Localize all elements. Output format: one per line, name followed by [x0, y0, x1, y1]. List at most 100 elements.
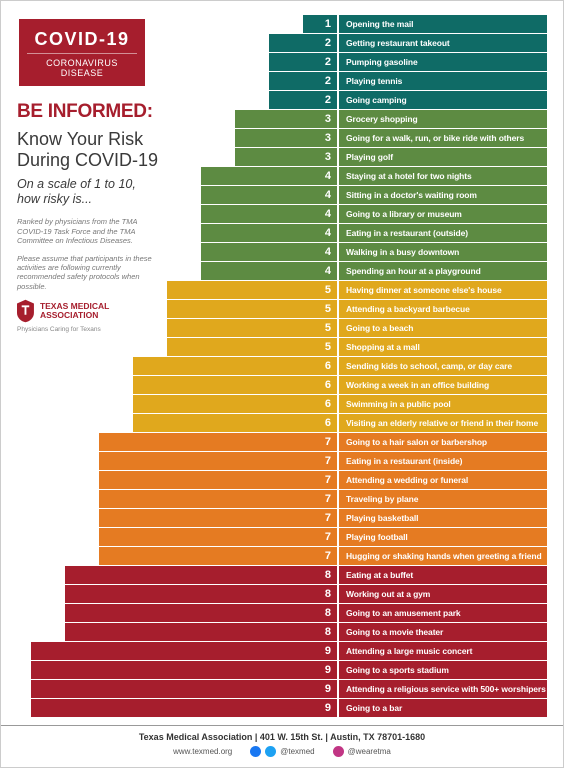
risk-bar: 9 [31, 661, 337, 679]
risk-label: Going camping [339, 91, 547, 109]
risk-bar: 2 [269, 34, 337, 52]
risk-bar: 8 [65, 566, 337, 584]
badge-line1: COVID-19 [27, 29, 137, 50]
fineprint-1: Ranked by physicians from the TMA COVID-… [17, 217, 162, 245]
risk-label: Working out at a gym [339, 585, 547, 603]
facebook-icon [250, 746, 261, 757]
risk-row: 9Going to a bar [13, 699, 547, 717]
risk-bar: 1 [303, 15, 337, 33]
risk-label: Going to a beach [339, 319, 547, 337]
risk-label: Going for a walk, run, or bike ride with… [339, 129, 547, 147]
risk-bar: 8 [65, 585, 337, 603]
risk-row: 8Working out at a gym [13, 585, 547, 603]
twitter-handle: @texmed [280, 747, 314, 756]
twitter-icon [265, 746, 276, 757]
footer: Texas Medical Association | 401 W. 15th … [1, 725, 563, 767]
risk-label: Staying at a hotel for two nights [339, 167, 547, 185]
risk-row: 8Eating at a buffet [13, 566, 547, 584]
risk-label: Having dinner at someone else's house [339, 281, 547, 299]
risk-label: Sitting in a doctor's waiting room [339, 186, 547, 204]
footer-social-ig: @wearetma [333, 746, 391, 757]
risk-label: Eating in a restaurant (inside) [339, 452, 547, 470]
risk-bar: 5 [167, 319, 337, 337]
risk-bar: 7 [99, 490, 337, 508]
risk-row: 8Going to a movie theater [13, 623, 547, 641]
risk-label: Eating at a buffet [339, 566, 547, 584]
risk-row: 6Sending kids to school, camp, or day ca… [13, 357, 547, 375]
left-column: BE INFORMED: Know Your Risk During COVID… [17, 101, 162, 333]
risk-label: Getting restaurant takeout [339, 34, 547, 52]
risk-label: Swimming in a public pool [339, 395, 547, 413]
risk-bar: 7 [99, 471, 337, 489]
risk-row: 7Traveling by plane [13, 490, 547, 508]
risk-label: Hugging or shaking hands when greeting a… [339, 547, 547, 565]
risk-row: 7Attending a wedding or funeral [13, 471, 547, 489]
risk-bar: 7 [99, 433, 337, 451]
tma-logo-icon [17, 299, 34, 323]
risk-row: 7Playing football [13, 528, 547, 546]
risk-bar: 4 [201, 262, 337, 280]
risk-label: Going to a movie theater [339, 623, 547, 641]
org-tagline: Physicians Caring for Texans [17, 326, 162, 333]
risk-bar: 9 [31, 699, 337, 717]
risk-bar: 2 [269, 91, 337, 109]
risk-label: Going to a hair salon or barbershop [339, 433, 547, 451]
infographic-page: COVID-19 CORONAVIRUS DISEASE BE INFORMED… [0, 0, 564, 768]
risk-label: Opening the mail [339, 15, 547, 33]
risk-row: 7Hugging or shaking hands when greeting … [13, 547, 547, 565]
risk-label: Playing basketball [339, 509, 547, 527]
heading-main: BE INFORMED: [17, 101, 162, 123]
risk-label: Walking in a busy downtown [339, 243, 547, 261]
heading-sub: Know Your Risk During COVID-19 [17, 129, 162, 171]
risk-bar: 7 [99, 547, 337, 565]
risk-label: Playing tennis [339, 72, 547, 90]
risk-label: Going to a bar [339, 699, 547, 717]
risk-bar: 5 [167, 338, 337, 356]
risk-label: Going to a library or museum [339, 205, 547, 223]
risk-bar: 6 [133, 357, 337, 375]
risk-row: 9Attending a religious service with 500+… [13, 680, 547, 698]
risk-bar: 7 [99, 509, 337, 527]
risk-row: 6Swimming in a public pool [13, 395, 547, 413]
risk-label: Attending a wedding or funeral [339, 471, 547, 489]
risk-row: 7Going to a hair salon or barbershop [13, 433, 547, 451]
risk-row: 7Playing basketball [13, 509, 547, 527]
fineprint-2: Please assume that participants in these… [17, 254, 162, 292]
risk-row: 6Visiting an elderly relative or friend … [13, 414, 547, 432]
badge-line2: CORONAVIRUS DISEASE [27, 53, 137, 78]
footer-links: www.texmed.org @texmed @wearetma [1, 746, 563, 757]
risk-bar: 3 [235, 110, 337, 128]
risk-bar: 9 [31, 642, 337, 660]
risk-bar: 5 [167, 281, 337, 299]
risk-label: Traveling by plane [339, 490, 547, 508]
risk-bar: 2 [269, 72, 337, 90]
footer-address: Texas Medical Association | 401 W. 15th … [1, 732, 563, 742]
risk-bar: 7 [99, 528, 337, 546]
risk-label: Working a week in an office building [339, 376, 547, 394]
instagram-icon [333, 746, 344, 757]
risk-label: Going to a sports stadium [339, 661, 547, 679]
risk-bar: 8 [65, 604, 337, 622]
risk-label: Grocery shopping [339, 110, 547, 128]
risk-row: 8Going to an amusement park [13, 604, 547, 622]
risk-row: 6Working a week in an office building [13, 376, 547, 394]
risk-label: Eating in a restaurant (outside) [339, 224, 547, 242]
risk-bar: 3 [235, 129, 337, 147]
risk-bar: 6 [133, 414, 337, 432]
org-name: TEXAS MEDICAL ASSOCIATION [40, 302, 162, 320]
footer-social-tw: @texmed [250, 746, 314, 757]
risk-label: Sending kids to school, camp, or day car… [339, 357, 547, 375]
risk-bar: 7 [99, 452, 337, 470]
risk-bar: 9 [31, 680, 337, 698]
risk-row: 7Eating in a restaurant (inside) [13, 452, 547, 470]
risk-label: Pumping gasoline [339, 53, 547, 71]
risk-bar: 4 [201, 205, 337, 223]
instagram-handle: @wearetma [348, 747, 391, 756]
risk-bar: 3 [235, 148, 337, 166]
risk-label: Spending an hour at a playground [339, 262, 547, 280]
risk-bar: 2 [269, 53, 337, 71]
risk-label: Attending a backyard barbecue [339, 300, 547, 318]
risk-bar: 5 [167, 300, 337, 318]
heading-scale: On a scale of 1 to 10, how risky is... [17, 177, 162, 207]
risk-label: Going to an amusement park [339, 604, 547, 622]
